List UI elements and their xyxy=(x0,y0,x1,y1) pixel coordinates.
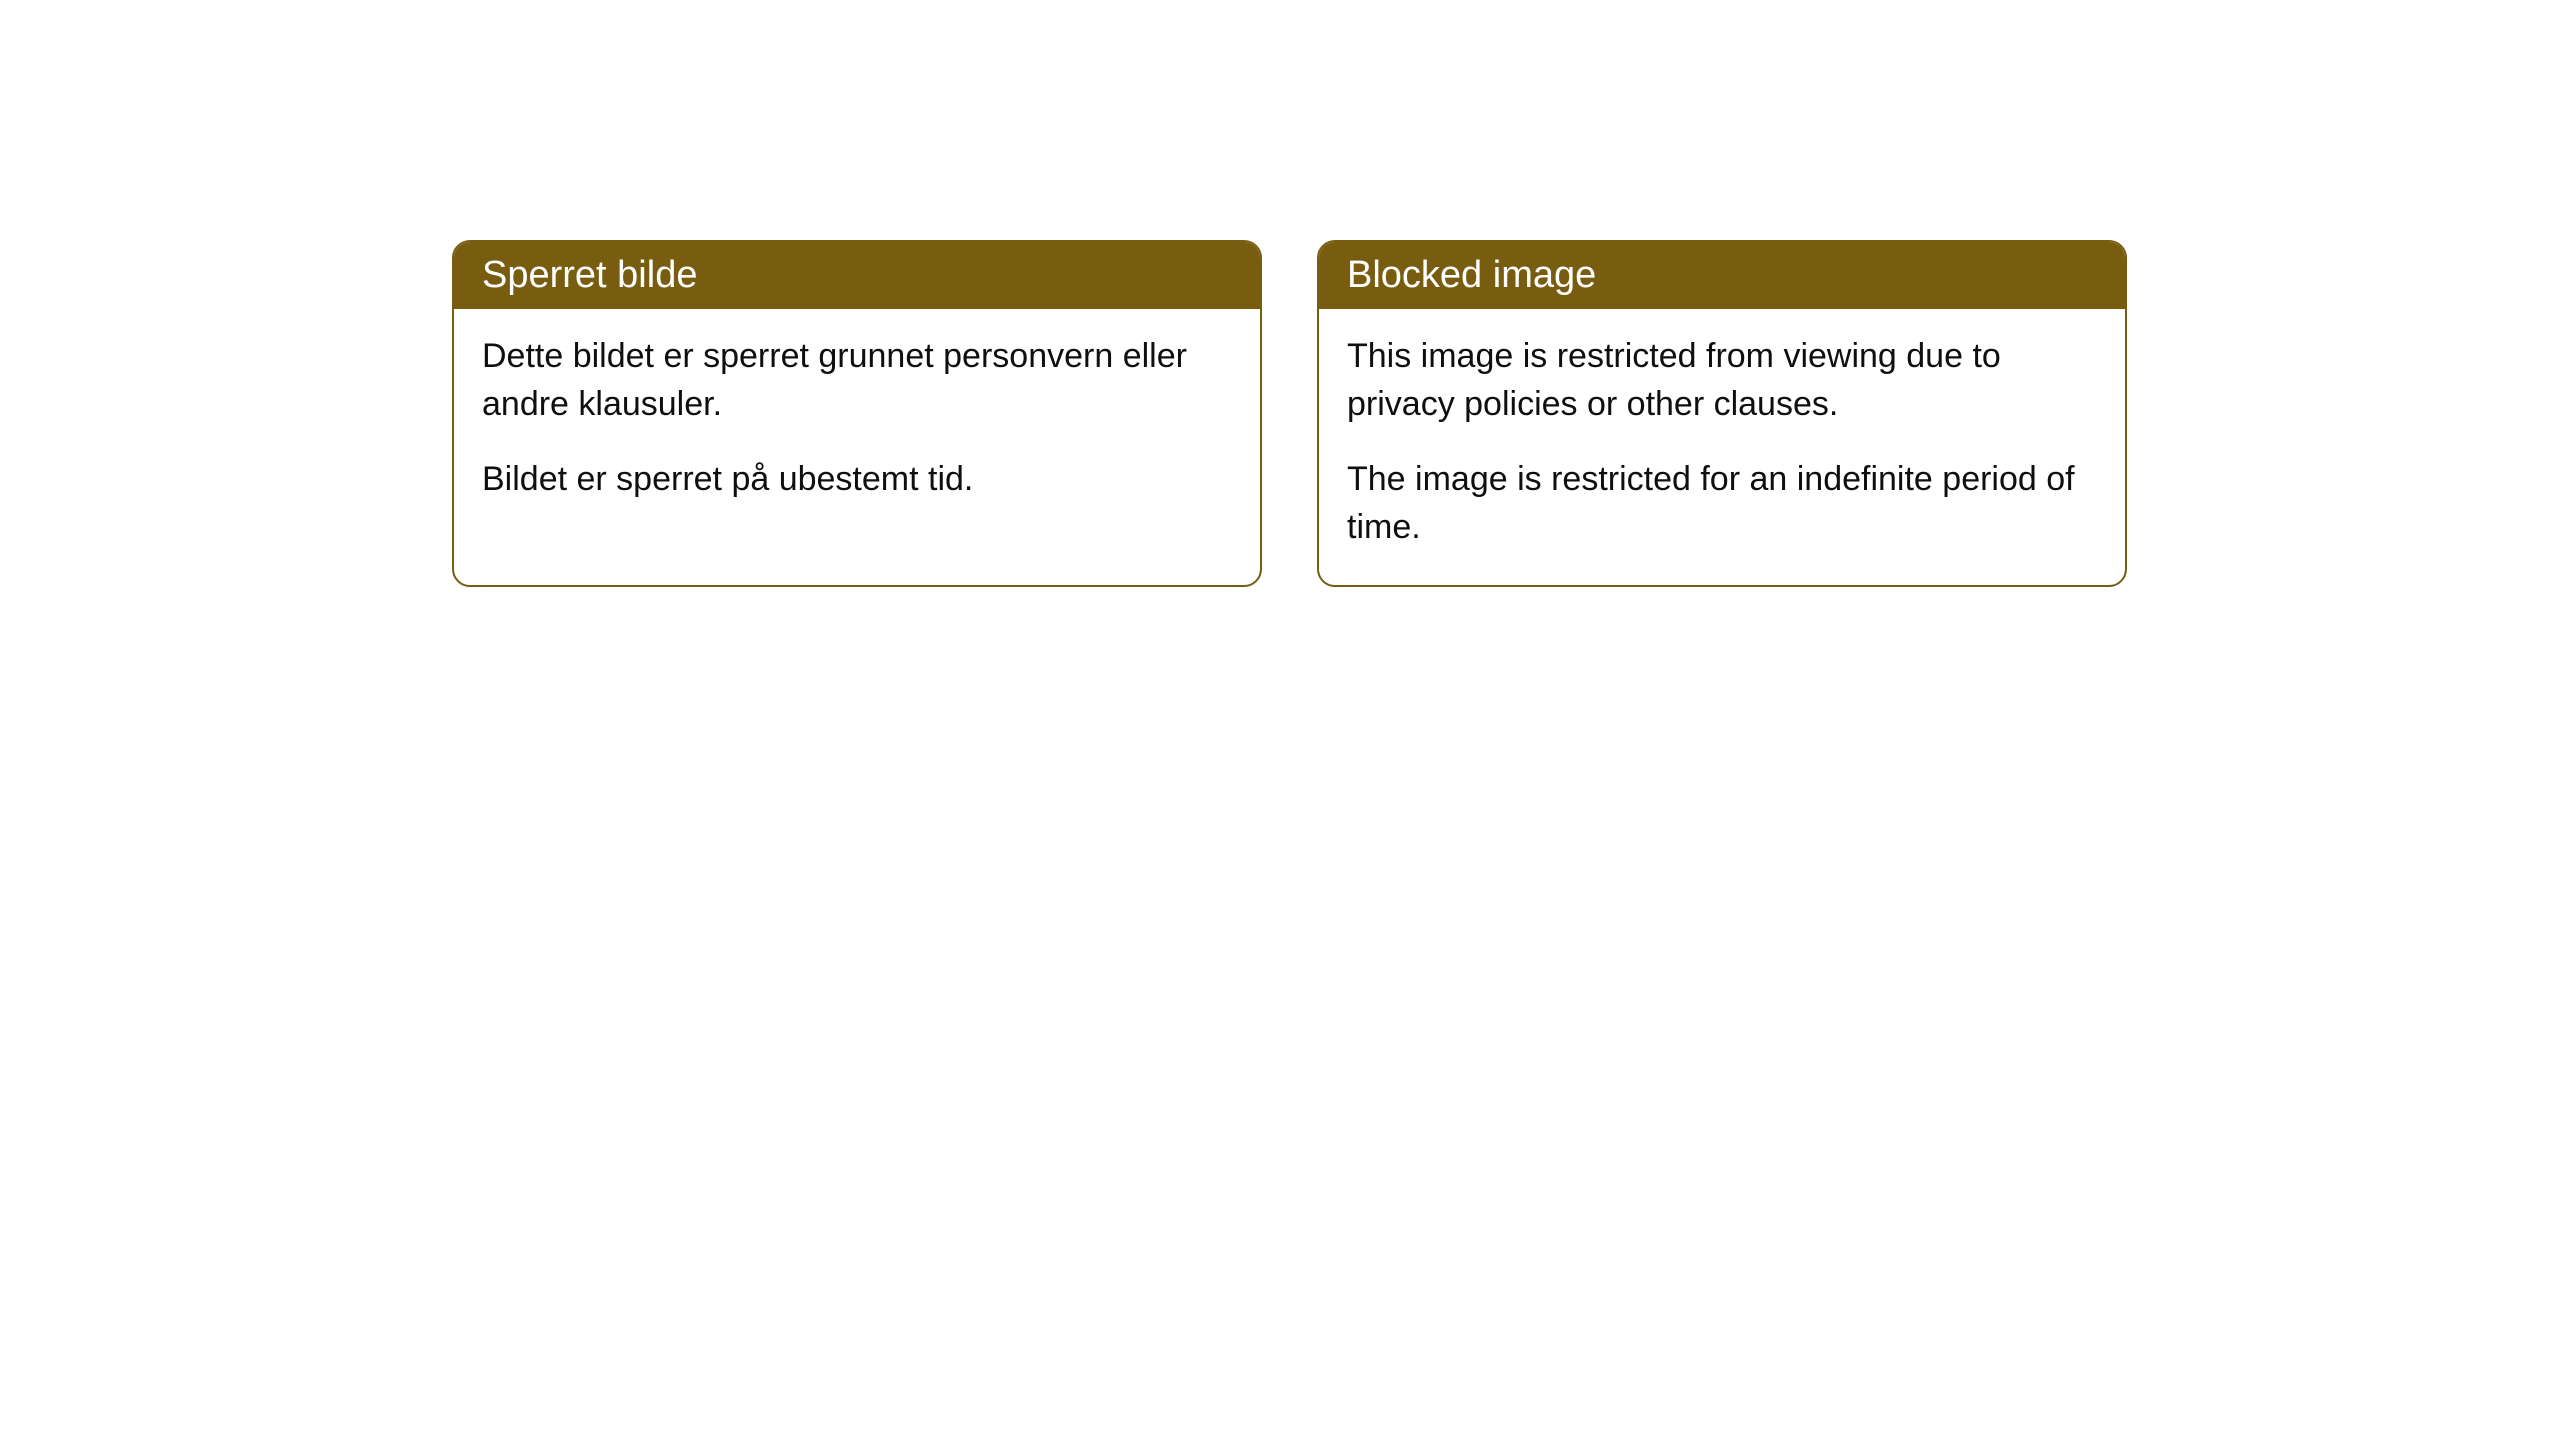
card-paragraph: This image is restricted from viewing du… xyxy=(1347,333,2097,428)
card-paragraph: Dette bildet er sperret grunnet personve… xyxy=(482,333,1232,428)
cards-container: Sperret bilde Dette bildet er sperret gr… xyxy=(0,0,2560,587)
card-paragraph: Bildet er sperret på ubestemt tid. xyxy=(482,456,1232,504)
card-body: Dette bildet er sperret grunnet personve… xyxy=(454,309,1260,538)
card-paragraph: The image is restricted for an indefinit… xyxy=(1347,456,2097,551)
card-header: Blocked image xyxy=(1319,242,2125,309)
card-body: This image is restricted from viewing du… xyxy=(1319,309,2125,585)
card-header: Sperret bilde xyxy=(454,242,1260,309)
blocked-image-card-no: Sperret bilde Dette bildet er sperret gr… xyxy=(452,240,1262,587)
blocked-image-card-en: Blocked image This image is restricted f… xyxy=(1317,240,2127,587)
